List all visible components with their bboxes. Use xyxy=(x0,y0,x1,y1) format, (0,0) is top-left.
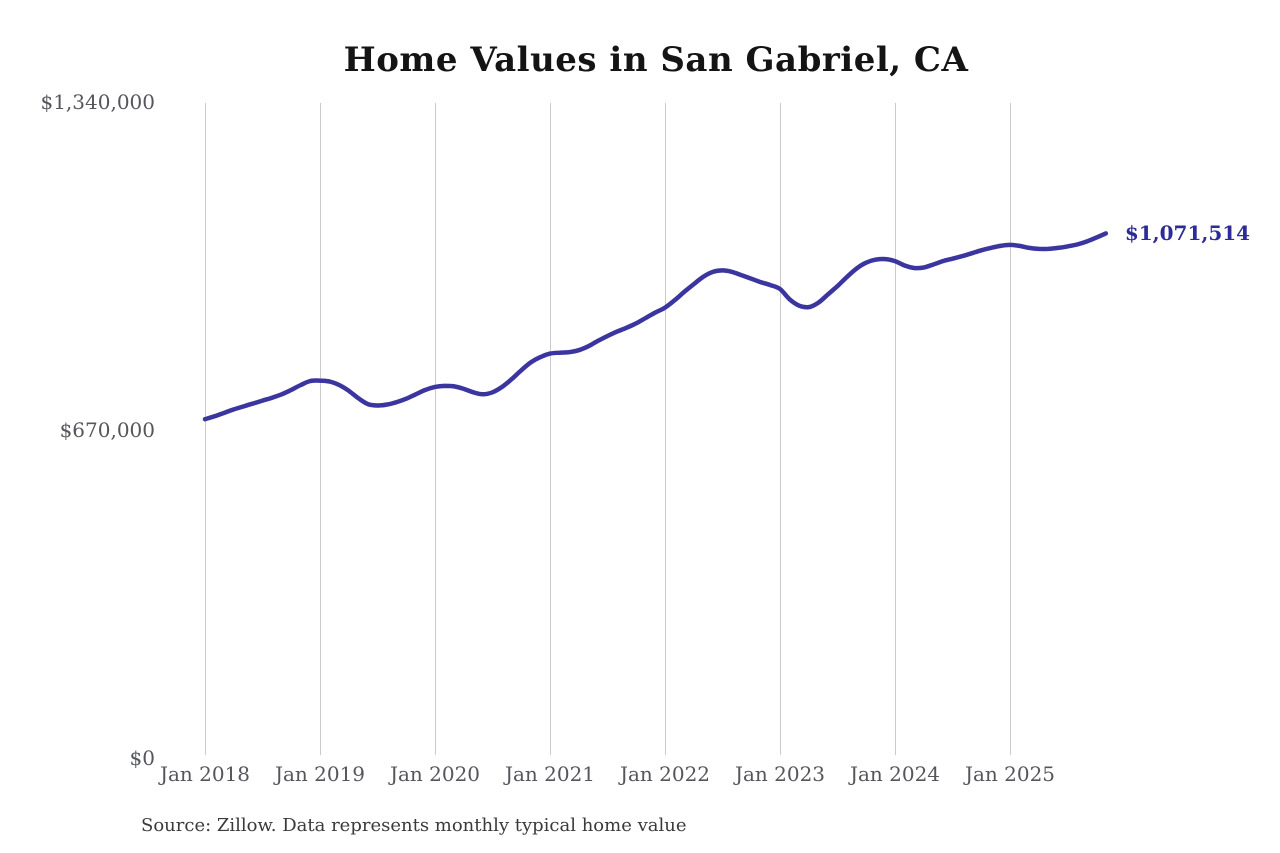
x-tick-label: Jan 2023 xyxy=(734,762,826,786)
x-tick-label: Jan 2020 xyxy=(389,762,481,786)
home-value-line xyxy=(202,231,1109,422)
gridlines-group xyxy=(205,103,1011,755)
x-tick-label: Jan 2024 xyxy=(849,762,941,786)
chart-title: Home Values in San Gabriel, CA xyxy=(343,40,969,80)
y-tick-label: $670,000 xyxy=(59,418,155,442)
source-note: Source: Zillow. Data represents monthly … xyxy=(141,815,687,836)
x-tick-label: Jan 2025 xyxy=(964,762,1056,786)
current-value-label: $1,071,514 xyxy=(1124,221,1251,246)
y-tick-label: $0 xyxy=(129,746,155,770)
x-tick-label: Jan 2021 xyxy=(504,762,596,786)
x-tick-label: Jan 2019 xyxy=(274,762,366,786)
x-tick-label: Jan 2018 xyxy=(159,762,251,786)
x-tick-label: Jan 2022 xyxy=(619,762,711,786)
y-tick-label: $1,340,000 xyxy=(40,90,155,114)
